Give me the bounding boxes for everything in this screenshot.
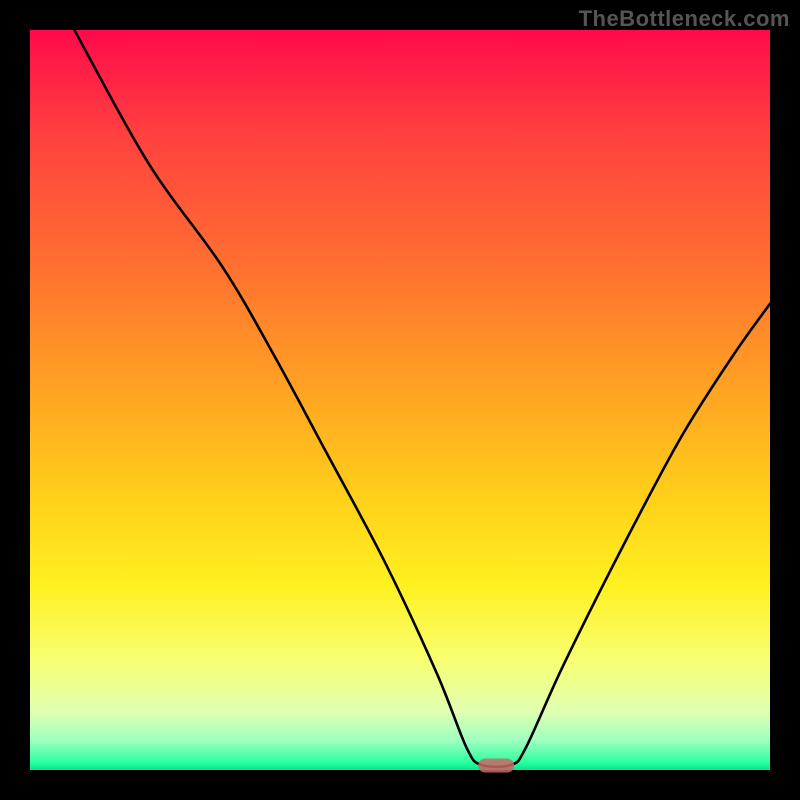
watermark-text: TheBottleneck.com [579,6,790,32]
bottleneck-chart [0,0,800,800]
plot-background-gradient [30,30,770,770]
optimal-point-marker [478,759,514,773]
